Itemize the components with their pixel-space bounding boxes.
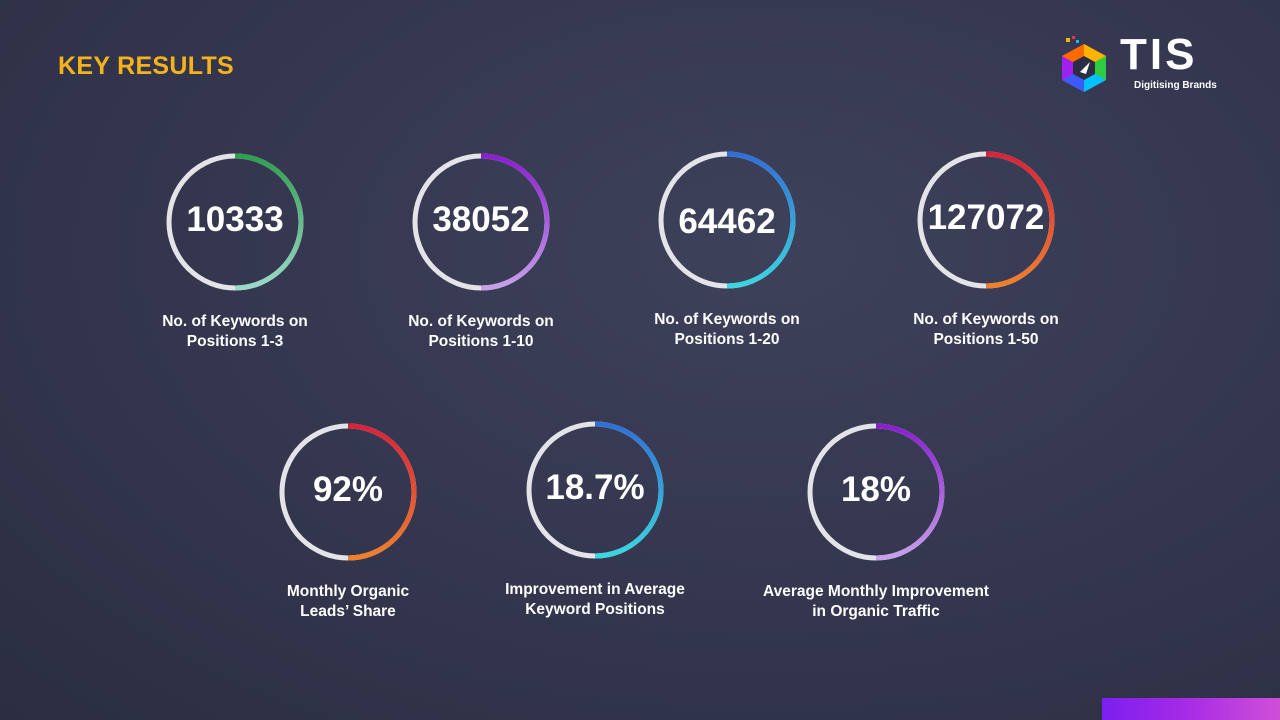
stat-organic-traffic-improvement: 18% Average Monthly Improvement in Organ… (756, 422, 996, 642)
stat-organic-leads-share: 92% Monthly Organic Leads’ Share (228, 422, 468, 642)
progress-ring (526, 421, 664, 559)
stat-keyword-position-improvement: 18.7% Improvement in Average Keyword Pos… (475, 420, 715, 640)
progress-ring (807, 423, 945, 561)
page-title: KEY RESULTS (58, 52, 235, 80)
progress-ring (412, 153, 550, 291)
progress-ring (166, 153, 304, 291)
stat-value: 92% (312, 470, 384, 509)
stat-keywords-1-20: 64462 No. of Keywords on Positions 1-20 (607, 150, 847, 370)
stat-label: No. of Keywords on Positions 1-10 (408, 313, 554, 350)
stat-value: 38052 (432, 200, 530, 239)
stat-label: Average Monthly Improvement in Organic T… (763, 583, 989, 620)
progress-ring (279, 423, 417, 561)
stat-label: No. of Keywords on Positions 1-3 (162, 313, 308, 350)
stat-label: No. of Keywords on Positions 1-20 (654, 311, 800, 348)
stat-keywords-1-50: 127072 No. of Keywords on Positions 1-50 (866, 150, 1106, 370)
stat-keywords-1-3: 10333 No. of Keywords on Positions 1-3 (115, 152, 355, 372)
tis-logo: TIS Digitising Brands (1056, 30, 1236, 98)
corner-accent-bar (1102, 698, 1280, 720)
stat-label: Improvement in Average Keyword Positions (505, 581, 685, 618)
hexagon-cube-logo-icon (1062, 36, 1106, 92)
stat-value: 18% (840, 470, 912, 509)
logo-tagline: Digitising Brands (1134, 80, 1217, 91)
stat-value: 18.7% (545, 468, 645, 507)
progress-ring (658, 151, 796, 289)
stat-label: No. of Keywords on Positions 1-50 (913, 311, 1059, 348)
stat-value: 64462 (678, 202, 776, 241)
stat-value: 127072 (927, 198, 1045, 237)
stat-value: 10333 (186, 200, 284, 239)
logo-wordmark: TIS (1120, 30, 1198, 79)
progress-ring (917, 151, 1055, 289)
stat-label: Monthly Organic Leads’ Share (286, 583, 410, 620)
stat-keywords-1-10: 38052 No. of Keywords on Positions 1-10 (361, 152, 601, 372)
